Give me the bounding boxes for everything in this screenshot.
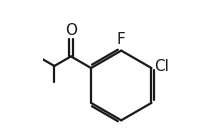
- Text: Cl: Cl: [154, 59, 169, 74]
- Text: O: O: [65, 23, 77, 38]
- Text: F: F: [117, 32, 126, 47]
